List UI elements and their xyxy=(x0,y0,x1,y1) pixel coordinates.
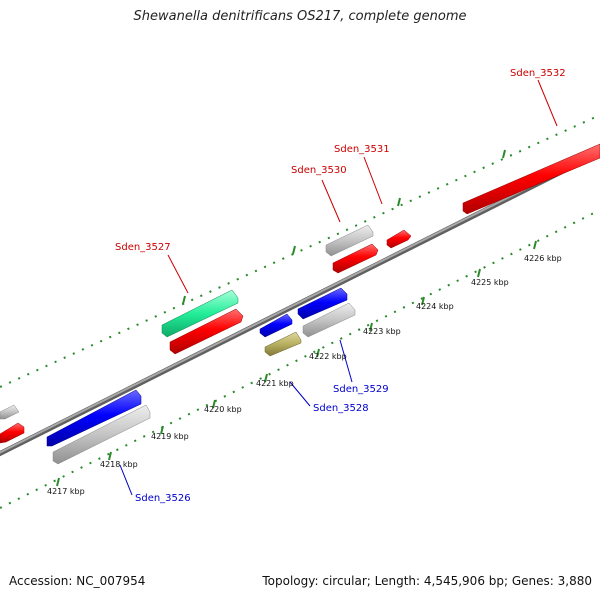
gene-sden-3529-other[interactable] xyxy=(302,302,356,338)
scale-label-4220: 4220 kbp xyxy=(204,405,242,414)
scale-label-4223: 4223 kbp xyxy=(363,327,401,336)
gene-sden-3526-reverse[interactable] xyxy=(46,389,142,447)
label-leaders xyxy=(119,79,558,496)
gene-label-sden-3529[interactable]: Sden_3529 xyxy=(333,384,389,395)
scale-label-4225: 4225 kbp xyxy=(471,278,509,287)
gene-partial-red-left[interactable] xyxy=(0,422,25,444)
gene-label-sden-3526[interactable]: Sden_3526 xyxy=(135,493,191,504)
gene-label-sden-3530[interactable]: Sden_3530 xyxy=(291,165,347,176)
accession-text: Accession: NC_007954 xyxy=(9,574,146,588)
gene-sden-3526-other[interactable] xyxy=(52,404,151,465)
major-ticks xyxy=(56,149,537,487)
genome-info-text: Topology: circular; Length: 4,545,906 bp… xyxy=(262,574,592,588)
gene-sden-3529-reverse[interactable] xyxy=(297,287,348,320)
scale-label-4217: 4217 kbp xyxy=(47,487,85,496)
gene-sden-3531-forward[interactable] xyxy=(386,229,412,249)
misc-feature-sden-3528[interactable] xyxy=(264,331,302,357)
genome-title: Shewanella denitrificans OS217, complete… xyxy=(133,9,467,24)
scale-label-4226: 4226 kbp xyxy=(524,254,562,263)
gene-sden-3527-rna[interactable] xyxy=(161,289,239,338)
inner-scale-track xyxy=(0,209,600,509)
scale-label-4218: 4218 kbp xyxy=(100,460,138,469)
gene-label-sden-3528[interactable]: Sden_3528 xyxy=(313,403,369,414)
gene-small-reverse-1[interactable] xyxy=(259,313,293,338)
gene-sden-3530-forward[interactable] xyxy=(332,243,379,274)
scale-label-4221: 4221 kbp xyxy=(256,379,294,388)
gene-sden-3532-forward[interactable] xyxy=(462,143,600,215)
outer-scale-track xyxy=(0,114,600,388)
gene-label-sden-3532[interactable]: Sden_3532 xyxy=(510,68,566,79)
gene-sden-3527-forward[interactable] xyxy=(169,308,244,355)
genome-backbone xyxy=(0,149,600,457)
gene-label-sden-3527[interactable]: Sden_3527 xyxy=(115,242,171,253)
gene-label-sden-3531[interactable]: Sden_3531 xyxy=(334,144,390,155)
scale-label-4219: 4219 kbp xyxy=(151,432,189,441)
scale-label-4222: 4222 kbp xyxy=(309,352,347,361)
scale-label-4224: 4224 kbp xyxy=(416,302,454,311)
gene-sden-3530-other[interactable] xyxy=(325,224,374,257)
gene-partial-gray-left[interactable] xyxy=(0,404,20,420)
